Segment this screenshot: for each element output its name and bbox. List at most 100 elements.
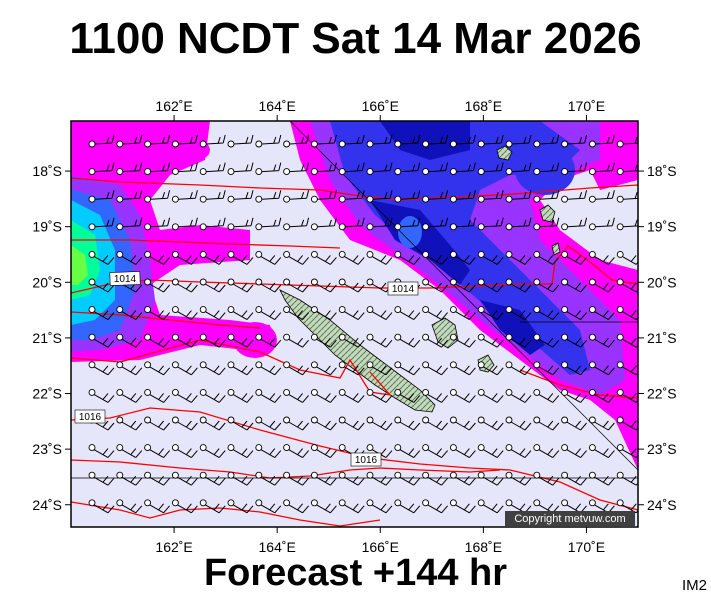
wind-barb (616, 361, 638, 376)
wind-barb (422, 444, 448, 459)
wind-barb (144, 388, 170, 403)
wind-barb (449, 217, 476, 231)
wind-barb (338, 250, 365, 265)
wind-barb (505, 306, 532, 321)
wind-barb (533, 388, 560, 403)
wind-barb (505, 190, 532, 203)
wind-barb (588, 278, 615, 293)
wind-barb (394, 471, 421, 486)
wind-barb (422, 217, 449, 231)
wind-barb (477, 162, 504, 176)
wind-barb (394, 217, 421, 231)
wind-barb (588, 416, 615, 431)
wind-barb (199, 306, 226, 321)
wind-barb (394, 134, 421, 148)
wind-barb (144, 278, 170, 293)
wind-barb (477, 444, 504, 459)
wind-barb (338, 134, 365, 148)
wind-barb (227, 217, 254, 231)
wind-barb (422, 134, 449, 148)
wind-barb (255, 134, 282, 148)
wind-barb (505, 134, 532, 148)
lat-tick-label: 22˚S (32, 386, 62, 402)
wind-barb (449, 306, 476, 321)
wind-barb (561, 416, 587, 431)
wind-barb (588, 217, 615, 231)
forecast-label: Forecast +144 hr (203, 552, 508, 594)
wind-barb (338, 361, 365, 376)
wind-barb (283, 499, 309, 514)
wind-barb (422, 416, 448, 431)
wind-barb (366, 162, 393, 176)
lat-tick-label: 21˚S (647, 330, 677, 346)
wind-barb (394, 190, 421, 203)
wind-barb (533, 250, 560, 265)
wind-barb (116, 361, 143, 376)
wind-barb (561, 217, 588, 231)
wind-barb (255, 250, 282, 265)
wind-barb (144, 361, 170, 376)
wind-barb (505, 278, 532, 293)
lat-tick-label: 21˚S (32, 330, 62, 346)
wind-barb (422, 278, 448, 293)
wind-barb (477, 190, 504, 203)
wind-barb (533, 134, 560, 148)
wind-barb (561, 361, 587, 376)
wind-barb (255, 333, 282, 348)
land (279, 145, 561, 413)
lat-tick-label: 23˚S (647, 441, 677, 457)
wind-barb (449, 250, 476, 265)
wind-barb (505, 388, 532, 403)
wind-barb (422, 388, 448, 403)
wind-barb (366, 250, 393, 265)
wind-barb (477, 250, 504, 265)
wind-barb (422, 306, 448, 321)
wind-barb (505, 162, 532, 176)
wind-barb (533, 217, 560, 231)
wind-barb (283, 388, 309, 403)
wind-barb (366, 190, 393, 203)
wind-barb (88, 333, 115, 348)
wind-barb (449, 499, 476, 514)
wind-barb (227, 306, 254, 321)
wind-barb (338, 306, 365, 321)
wind-barb (588, 388, 615, 403)
wind-barb (588, 134, 615, 148)
wind-barb (449, 162, 476, 176)
wind-barb (561, 134, 588, 148)
wind-barb (366, 361, 393, 376)
lat-tick-label: 20˚S (32, 274, 62, 290)
wind-barb (449, 333, 476, 348)
wind-barb (255, 416, 282, 431)
wind-barb (227, 499, 254, 514)
isobar-label-text: 1016 (79, 412, 102, 423)
lon-tick-label: 164˚E (259, 539, 296, 555)
wind-barb (561, 471, 587, 486)
copyright-text: Copyright metvuw.com (514, 513, 625, 525)
wind-barb (477, 278, 504, 293)
wind-barb (227, 333, 254, 348)
wind-barb (171, 134, 198, 148)
wind-barb (88, 217, 115, 231)
wind-barbs (88, 134, 638, 514)
wind-barb (477, 361, 504, 376)
wind-barb (533, 190, 560, 203)
isobar-label: 1016 (350, 452, 382, 467)
wind-barb (477, 217, 504, 231)
wind-barb (255, 444, 282, 459)
wind-barb (283, 250, 309, 265)
wind-barb (227, 361, 254, 376)
wind-barb (394, 306, 421, 321)
lon-tick-label: 162˚E (155, 539, 192, 555)
wind-barb (477, 134, 504, 148)
wind-barb (505, 361, 532, 376)
wind-barb (88, 361, 115, 376)
wind-barb (310, 388, 337, 403)
wind-barb (171, 190, 198, 203)
map-frame (70, 120, 639, 528)
wind-barb (255, 162, 282, 176)
wind-barb (616, 250, 638, 265)
wind-barb (255, 471, 282, 486)
axis-ticks: 162˚E 162˚E 164˚E 164˚E 166˚E 166˚E 168˚E 168˚E… (32, 98, 676, 555)
